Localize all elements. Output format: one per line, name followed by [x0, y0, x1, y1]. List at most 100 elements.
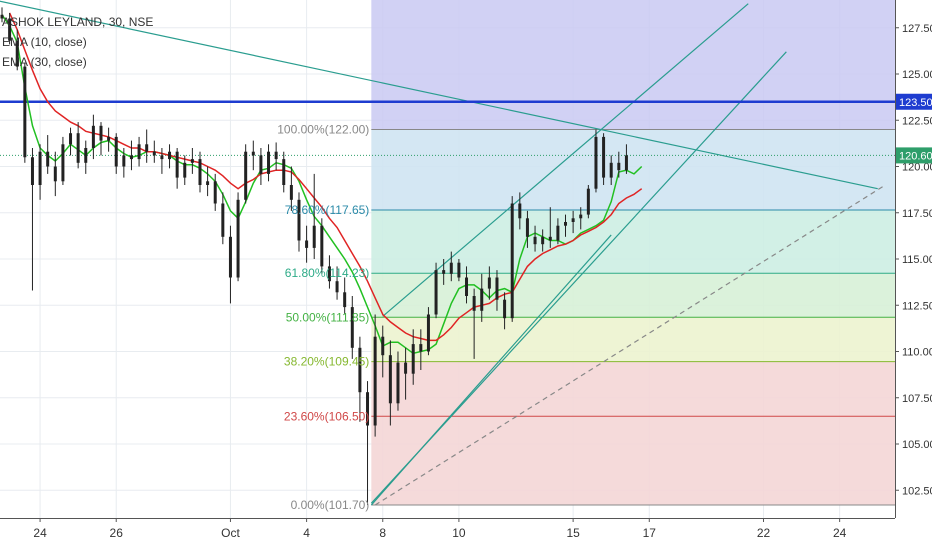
candle-body [129, 155, 133, 160]
fib-level-label: 0.00%(101.70) [291, 498, 370, 512]
candle [297, 192, 301, 252]
fib-level-label: 23.60%(106.50) [284, 409, 369, 423]
symbol-title: ASHOK LEYLAND, 30, NSE [2, 15, 154, 29]
candle [465, 266, 469, 304]
candle [244, 144, 248, 204]
candle-body [244, 151, 248, 200]
fib-level-label: 100.00%(122.00) [277, 123, 369, 137]
candle-body [160, 155, 164, 160]
y-tick-label: 105.00 [902, 439, 932, 451]
candle-body [221, 203, 225, 237]
candle [129, 140, 133, 171]
candle-body [525, 218, 529, 237]
candle [366, 381, 370, 506]
y-tick-label: 117.50 [902, 208, 932, 220]
channel-inner [370, 234, 612, 506]
candle-body [411, 344, 415, 374]
candle-body [213, 181, 217, 204]
candle [426, 307, 430, 356]
candle [396, 351, 400, 411]
candle-body [282, 159, 286, 185]
candle-body [396, 362, 400, 404]
candle-body [228, 236, 232, 278]
candle [76, 122, 80, 169]
x-axis-labels: 24 26 Oct 4 8 10 15 17 22 24 [33, 518, 847, 540]
fibonacci-retracement [371, 0, 895, 506]
candle [541, 229, 545, 252]
fib-level-label: 78.60%(117.65) [285, 203, 370, 217]
fib-zone [371, 361, 895, 417]
x-tick-label: 26 [110, 526, 124, 540]
candle [91, 114, 95, 160]
candle-body [297, 199, 301, 241]
candle [221, 192, 225, 245]
candle-body [175, 151, 179, 178]
candle [236, 192, 240, 282]
fib-zone-top [371, 0, 895, 130]
candle [602, 133, 606, 185]
candle-body [602, 136, 606, 178]
candle-body [251, 151, 255, 156]
candle [53, 151, 57, 197]
resistance-badge-bg [896, 93, 932, 110]
candle [320, 218, 324, 274]
fib-zone [371, 273, 895, 318]
candle-body [465, 277, 469, 296]
candle [168, 144, 172, 169]
candle [548, 207, 552, 248]
y-tick-label: 110.00 [902, 347, 932, 359]
candle-body [586, 188, 590, 215]
candle-body [533, 236, 537, 245]
candle [594, 129, 598, 193]
candle-body [350, 307, 354, 348]
candle-body [358, 347, 362, 393]
candle [46, 135, 50, 174]
candle [175, 148, 179, 189]
candle-body [624, 155, 628, 171]
candle [335, 266, 339, 300]
candle-body [289, 185, 293, 200]
candle-body [84, 148, 88, 163]
y-tick-label: 120.00 [902, 162, 932, 174]
candle-body [91, 125, 95, 148]
candle [442, 259, 446, 285]
candle [15, 29, 19, 71]
candle [8, 12, 12, 45]
y-tick-label: 115.00 [902, 254, 932, 266]
candle-body [46, 151, 50, 167]
x-tick-label: 17 [643, 526, 657, 540]
candle-body [518, 203, 522, 219]
candle-body [145, 144, 149, 152]
candle [457, 259, 461, 282]
candle-body [8, 18, 12, 41]
candle-body [579, 214, 583, 219]
x-tick-label: 15 [566, 526, 580, 540]
candle [503, 292, 507, 330]
candle-body [404, 362, 408, 374]
y-tick-label: 127.50 [902, 23, 932, 35]
candle-body [487, 277, 491, 289]
candle-body [335, 281, 339, 293]
candle-body [571, 218, 575, 222]
candle [419, 329, 423, 370]
candle [259, 148, 263, 185]
candle [510, 196, 514, 322]
candle-body [617, 162, 621, 171]
candle-body [388, 355, 392, 404]
candle [533, 225, 537, 252]
candle-body [564, 222, 568, 226]
candle-body [366, 392, 370, 426]
candle [206, 166, 210, 197]
candle-body [267, 151, 271, 174]
candle-body [114, 136, 118, 167]
candle [343, 277, 347, 315]
candle [404, 347, 408, 400]
candle [122, 148, 126, 178]
candle-body [206, 181, 210, 185]
candle [388, 340, 392, 426]
candle [145, 129, 149, 163]
candle [350, 296, 354, 359]
candle-body [419, 344, 423, 352]
